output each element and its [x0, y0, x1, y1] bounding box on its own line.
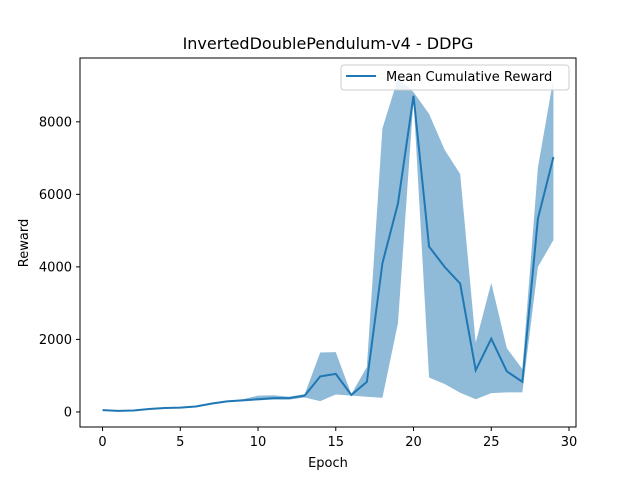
y-tick-label: 4000 — [39, 260, 72, 275]
y-tick-label: 6000 — [39, 188, 72, 203]
y-tick-label: 0 — [64, 405, 72, 420]
x-tick-label: 25 — [483, 435, 500, 450]
x-tick-label: 15 — [328, 435, 345, 450]
y-tick-label: 8000 — [39, 115, 72, 130]
axes-frame — [79, 57, 577, 428]
x-tick-label: 5 — [176, 435, 184, 450]
x-tick-label: 20 — [405, 435, 422, 450]
chart-title: InvertedDoublePendulum-v4 - DDPG — [183, 34, 474, 53]
y-axis-ticks: 0 2000 4000 6000 8000 — [39, 115, 80, 420]
y-tick-label: 2000 — [39, 333, 72, 348]
x-tick-label: 0 — [98, 435, 106, 450]
x-axis-label: Epoch — [308, 456, 348, 471]
legend-entry-mean-cumulative-reward: Mean Cumulative Reward — [386, 70, 552, 85]
x-tick-label: 10 — [250, 435, 267, 450]
confidence-band — [102, 78, 554, 411]
legend-box — [340, 64, 570, 91]
y-axis-label: Reward — [17, 219, 32, 267]
plot-area — [79, 57, 577, 428]
legend: Mean Cumulative Reward — [340, 64, 570, 91]
x-axis-ticks: 0 5 10 15 20 25 30 — [98, 427, 577, 450]
mean-reward-line — [102, 95, 555, 412]
x-tick-label: 30 — [561, 435, 578, 450]
